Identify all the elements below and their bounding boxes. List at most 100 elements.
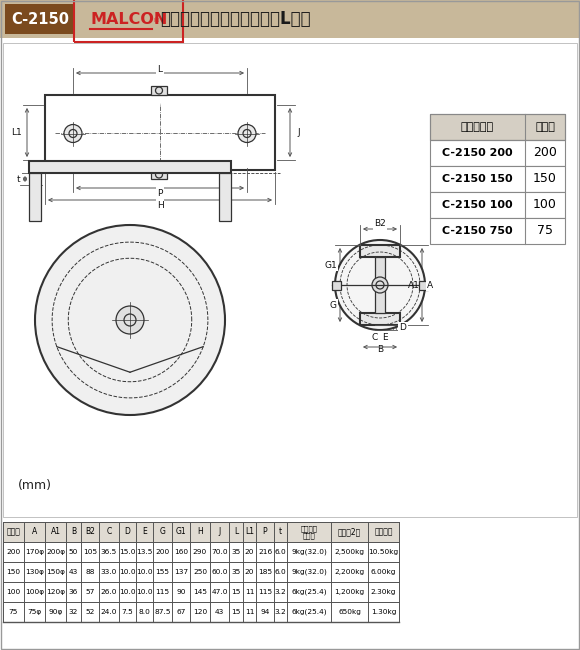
Text: 24.0: 24.0	[101, 609, 117, 615]
Text: 90φ: 90φ	[48, 609, 63, 615]
Text: 100: 100	[533, 198, 557, 211]
Text: D: D	[125, 528, 130, 536]
Circle shape	[238, 125, 256, 142]
Text: 70.0: 70.0	[211, 549, 228, 555]
Text: C: C	[106, 528, 111, 536]
Text: 150: 150	[6, 569, 20, 575]
Text: 6.0: 6.0	[274, 569, 287, 575]
Text: 115: 115	[258, 589, 272, 595]
Text: 15.0: 15.0	[119, 549, 136, 555]
Text: 35: 35	[231, 569, 241, 575]
Text: B: B	[377, 345, 383, 354]
Text: 200: 200	[533, 146, 557, 159]
Text: 1,200kg: 1,200kg	[335, 589, 365, 595]
Text: t: t	[279, 528, 282, 536]
Text: 75φ: 75φ	[27, 609, 42, 615]
Bar	[360, 313, 400, 325]
Text: 6.0: 6.0	[274, 549, 287, 555]
Bar	[3, 602, 399, 622]
Bar	[219, 173, 231, 220]
Bar	[29, 161, 231, 173]
Bar	[375, 257, 385, 313]
Bar	[0, 0, 580, 38]
Text: 1.30kg: 1.30kg	[371, 609, 396, 615]
Text: ®: ®	[153, 18, 160, 24]
Text: P: P	[157, 188, 162, 198]
Text: D: D	[400, 323, 407, 332]
Text: 155: 155	[155, 569, 169, 575]
Text: 115: 115	[155, 589, 169, 595]
Text: C-2150 750: C-2150 750	[442, 226, 513, 236]
Text: 3.2: 3.2	[274, 589, 287, 595]
Circle shape	[35, 225, 225, 415]
Text: 2,500kg: 2,500kg	[335, 549, 364, 555]
Text: G1: G1	[176, 528, 186, 536]
Text: 67: 67	[176, 609, 186, 615]
Bar	[419, 281, 428, 289]
Text: 150φ: 150φ	[46, 569, 65, 575]
Text: C-2150 100: C-2150 100	[442, 200, 513, 210]
Bar	[332, 281, 341, 289]
Bar	[3, 522, 399, 542]
Text: 2.30kg: 2.30kg	[371, 589, 396, 595]
Text: 8.0: 8.0	[139, 609, 150, 615]
Text: 10.0: 10.0	[119, 569, 136, 575]
Bar	[430, 140, 565, 166]
Text: 10.0: 10.0	[136, 589, 153, 595]
Text: 15: 15	[231, 589, 241, 595]
Text: 20: 20	[245, 569, 254, 575]
Text: 100: 100	[6, 589, 21, 595]
Text: 6.00kg: 6.00kg	[371, 569, 396, 575]
Bar	[3, 43, 577, 517]
Text: P: P	[263, 528, 267, 536]
Text: A: A	[32, 528, 37, 536]
Text: C: C	[372, 333, 378, 342]
Bar	[430, 166, 565, 192]
Bar	[3, 582, 399, 602]
Text: 3.2: 3.2	[274, 609, 287, 615]
Text: 36: 36	[69, 589, 78, 595]
Circle shape	[372, 277, 388, 293]
Text: 26.0: 26.0	[101, 589, 117, 595]
Text: 290: 290	[193, 549, 207, 555]
Text: 47.0: 47.0	[211, 589, 228, 595]
Text: 10.50kg: 10.50kg	[368, 549, 398, 555]
Text: 43: 43	[69, 569, 78, 575]
Text: 製品自重: 製品自重	[374, 528, 393, 536]
Text: 9kg(32.0): 9kg(32.0)	[291, 549, 327, 555]
Text: 216: 216	[258, 549, 272, 555]
Text: MALCON: MALCON	[90, 12, 168, 27]
Text: 185: 185	[258, 569, 272, 575]
Text: 2,200kg: 2,200kg	[335, 569, 365, 575]
Bar	[45, 95, 275, 170]
Text: L1: L1	[12, 128, 23, 137]
Bar	[3, 562, 399, 582]
Circle shape	[64, 125, 82, 142]
Text: A: A	[427, 281, 433, 289]
Text: 11: 11	[245, 609, 254, 615]
Text: レール: レール	[303, 533, 316, 540]
Text: H: H	[197, 528, 203, 536]
Text: B: B	[71, 528, 76, 536]
Bar	[151, 86, 167, 95]
Bar	[5, 4, 75, 34]
Circle shape	[335, 240, 425, 330]
Bar	[430, 192, 565, 218]
Text: 120φ: 120φ	[46, 589, 65, 595]
Text: 88: 88	[85, 569, 95, 575]
Text: 10.0: 10.0	[136, 569, 153, 575]
Text: 13.5: 13.5	[136, 549, 153, 555]
Text: 170φ: 170φ	[25, 549, 44, 555]
Text: 145: 145	[193, 589, 207, 595]
Text: 32: 32	[69, 609, 78, 615]
Text: サイズ: サイズ	[6, 528, 20, 536]
Text: 200: 200	[6, 549, 21, 555]
Text: G: G	[329, 300, 336, 309]
Text: L1: L1	[245, 528, 254, 536]
Text: 43: 43	[215, 609, 224, 615]
Bar	[0, 40, 580, 520]
Text: C-2150 200: C-2150 200	[442, 148, 513, 158]
Bar	[3, 542, 399, 562]
Text: 57: 57	[85, 589, 95, 595]
Text: 650kg: 650kg	[338, 609, 361, 615]
